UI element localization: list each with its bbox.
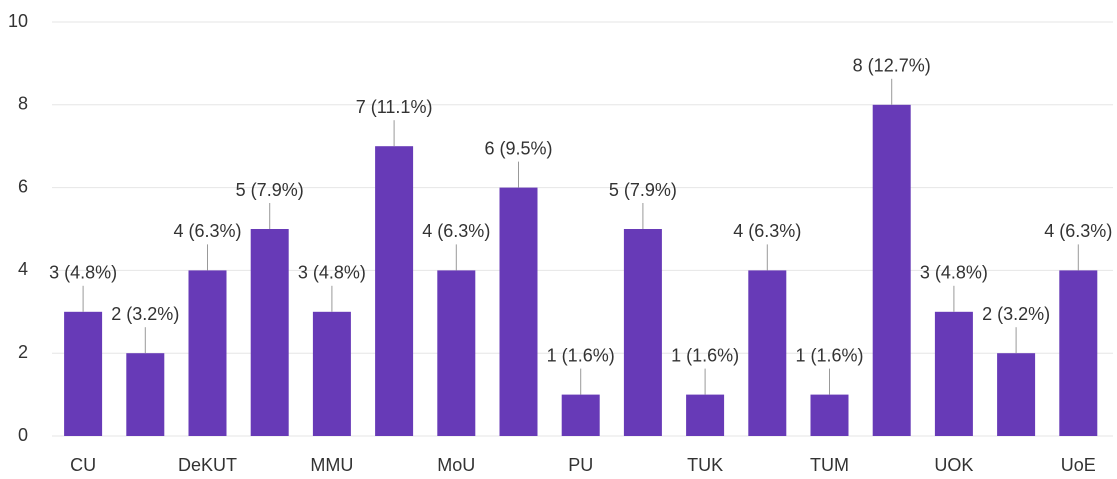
x-tick-label: PU: [568, 455, 593, 475]
value-label: 4 (6.3%): [422, 221, 490, 241]
value-label: 4 (6.3%): [1044, 221, 1112, 241]
x-tick-label: CU: [70, 455, 96, 475]
y-tick-label: 10: [8, 11, 28, 31]
value-label: 2 (3.2%): [111, 304, 179, 324]
bar: [499, 187, 538, 436]
y-tick-label: 6: [18, 176, 28, 196]
x-tick-label: TUM: [810, 455, 849, 475]
value-label: 1 (1.6%): [671, 345, 739, 365]
value-label: 5 (7.9%): [609, 180, 677, 200]
x-tick-label: UoE: [1061, 455, 1096, 475]
value-label: 3 (4.8%): [298, 263, 366, 283]
value-label: 5 (7.9%): [236, 180, 304, 200]
x-tick-label: TUK: [687, 455, 723, 475]
value-label: 4 (6.3%): [733, 221, 801, 241]
bar: [375, 146, 414, 436]
bar: [188, 270, 227, 436]
value-label: 1 (1.6%): [795, 345, 863, 365]
bar: [250, 229, 289, 436]
bar: [997, 353, 1036, 436]
value-label: 7 (11.1%): [356, 97, 433, 117]
y-tick-label: 0: [18, 425, 28, 445]
bar: [312, 311, 351, 436]
bar: [64, 311, 103, 436]
value-label: 4 (6.3%): [173, 221, 241, 241]
x-tick-label: DeKUT: [178, 455, 237, 475]
value-label: 1 (1.6%): [547, 345, 615, 365]
bar: [748, 270, 787, 436]
value-label: 3 (4.8%): [920, 263, 988, 283]
x-tick-label: UOK: [934, 455, 973, 475]
bar: [1059, 270, 1098, 436]
bar: [934, 311, 973, 436]
x-tick-label: MMU: [310, 455, 353, 475]
bar: [437, 270, 476, 436]
bar: [686, 394, 725, 436]
bar: [623, 229, 662, 436]
y-tick-label: 2: [18, 342, 28, 362]
value-label: 2 (3.2%): [982, 304, 1050, 324]
bar: [561, 394, 600, 436]
x-tick-label: MoU: [437, 455, 475, 475]
y-tick-label: 8: [18, 94, 28, 114]
y-tick-label: 4: [18, 259, 28, 279]
value-label: 3 (4.8%): [49, 263, 117, 283]
bar: [872, 104, 911, 437]
value-label: 8 (12.7%): [853, 56, 931, 76]
bar: [810, 394, 849, 436]
bar: [126, 353, 165, 436]
value-label: 6 (9.5%): [484, 138, 552, 158]
